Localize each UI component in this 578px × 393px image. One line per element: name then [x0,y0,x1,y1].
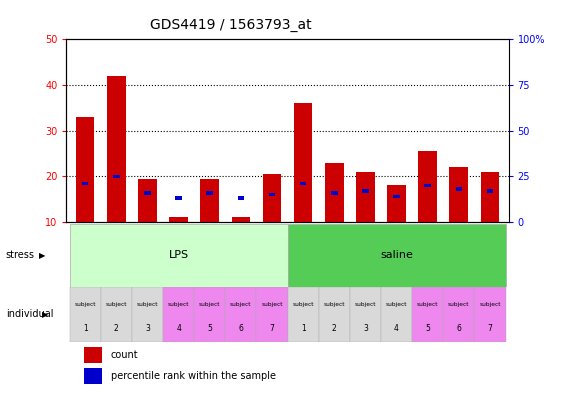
Bar [163,287,194,342]
Bar [175,196,182,200]
Bar [412,287,443,342]
Bar [201,179,219,222]
Text: subject: subject [448,302,469,307]
Text: 4: 4 [394,324,399,332]
Text: subject: subject [230,302,251,307]
Text: 4: 4 [176,324,181,332]
Text: 7: 7 [269,324,275,332]
Bar [76,117,94,222]
Bar [318,287,350,342]
Text: subject: subject [417,302,439,307]
Text: subject: subject [292,302,314,307]
Bar [269,193,275,196]
Text: subject: subject [386,302,407,307]
Text: subject: subject [136,302,158,307]
Bar [424,184,431,187]
Bar [132,287,163,342]
Text: 2: 2 [332,324,336,332]
Bar [287,224,506,287]
Bar [113,174,120,178]
Text: ▶: ▶ [39,251,46,260]
Bar [455,187,462,191]
Text: percentile rank within the sample: percentile rank within the sample [111,371,276,381]
Bar [287,287,318,342]
Bar [169,217,188,222]
Bar [356,172,375,222]
Bar [257,287,287,342]
Bar [144,191,151,195]
Bar [138,179,157,222]
Text: individual: individual [6,309,53,320]
Text: 5: 5 [425,324,430,332]
Bar [418,151,437,222]
Text: 2: 2 [114,324,118,332]
Bar [487,189,493,193]
Bar [101,287,132,342]
Text: subject: subject [106,302,127,307]
Text: 7: 7 [487,324,492,332]
Bar [69,287,101,342]
Bar [331,191,338,195]
Bar [300,182,306,185]
Bar [194,287,225,342]
Text: 5: 5 [208,324,212,332]
Bar [450,167,468,222]
Text: saline: saline [380,250,413,261]
Bar [475,287,506,342]
Bar [225,287,257,342]
Text: 3: 3 [363,324,368,332]
Bar [69,224,287,287]
Bar [443,287,475,342]
Text: GDS4419 / 1563793_at: GDS4419 / 1563793_at [150,18,312,32]
Text: subject: subject [168,302,190,307]
Text: 6: 6 [457,324,461,332]
Bar [294,103,313,222]
Text: subject: subject [324,302,345,307]
Bar [82,182,88,185]
Bar [107,76,125,222]
Bar [84,368,102,384]
Text: subject: subject [479,302,501,307]
Text: count: count [111,350,138,360]
Text: subject: subject [75,302,96,307]
Bar [393,195,400,198]
Bar [262,174,281,222]
Bar [481,172,499,222]
Bar [362,189,369,193]
Text: 3: 3 [145,324,150,332]
Text: stress: stress [6,250,35,261]
Text: ▶: ▶ [42,310,48,319]
Bar [206,191,213,195]
Text: 6: 6 [238,324,243,332]
Bar [387,185,406,222]
Bar [381,287,412,342]
Text: 1: 1 [83,324,87,332]
Text: subject: subject [199,302,220,307]
Text: subject: subject [261,302,283,307]
Text: 1: 1 [301,324,306,332]
Bar [84,347,102,363]
Bar [350,287,381,342]
Text: subject: subject [355,302,376,307]
Bar [325,163,343,222]
Bar [232,217,250,222]
Bar [238,196,244,200]
Text: LPS: LPS [169,250,188,261]
